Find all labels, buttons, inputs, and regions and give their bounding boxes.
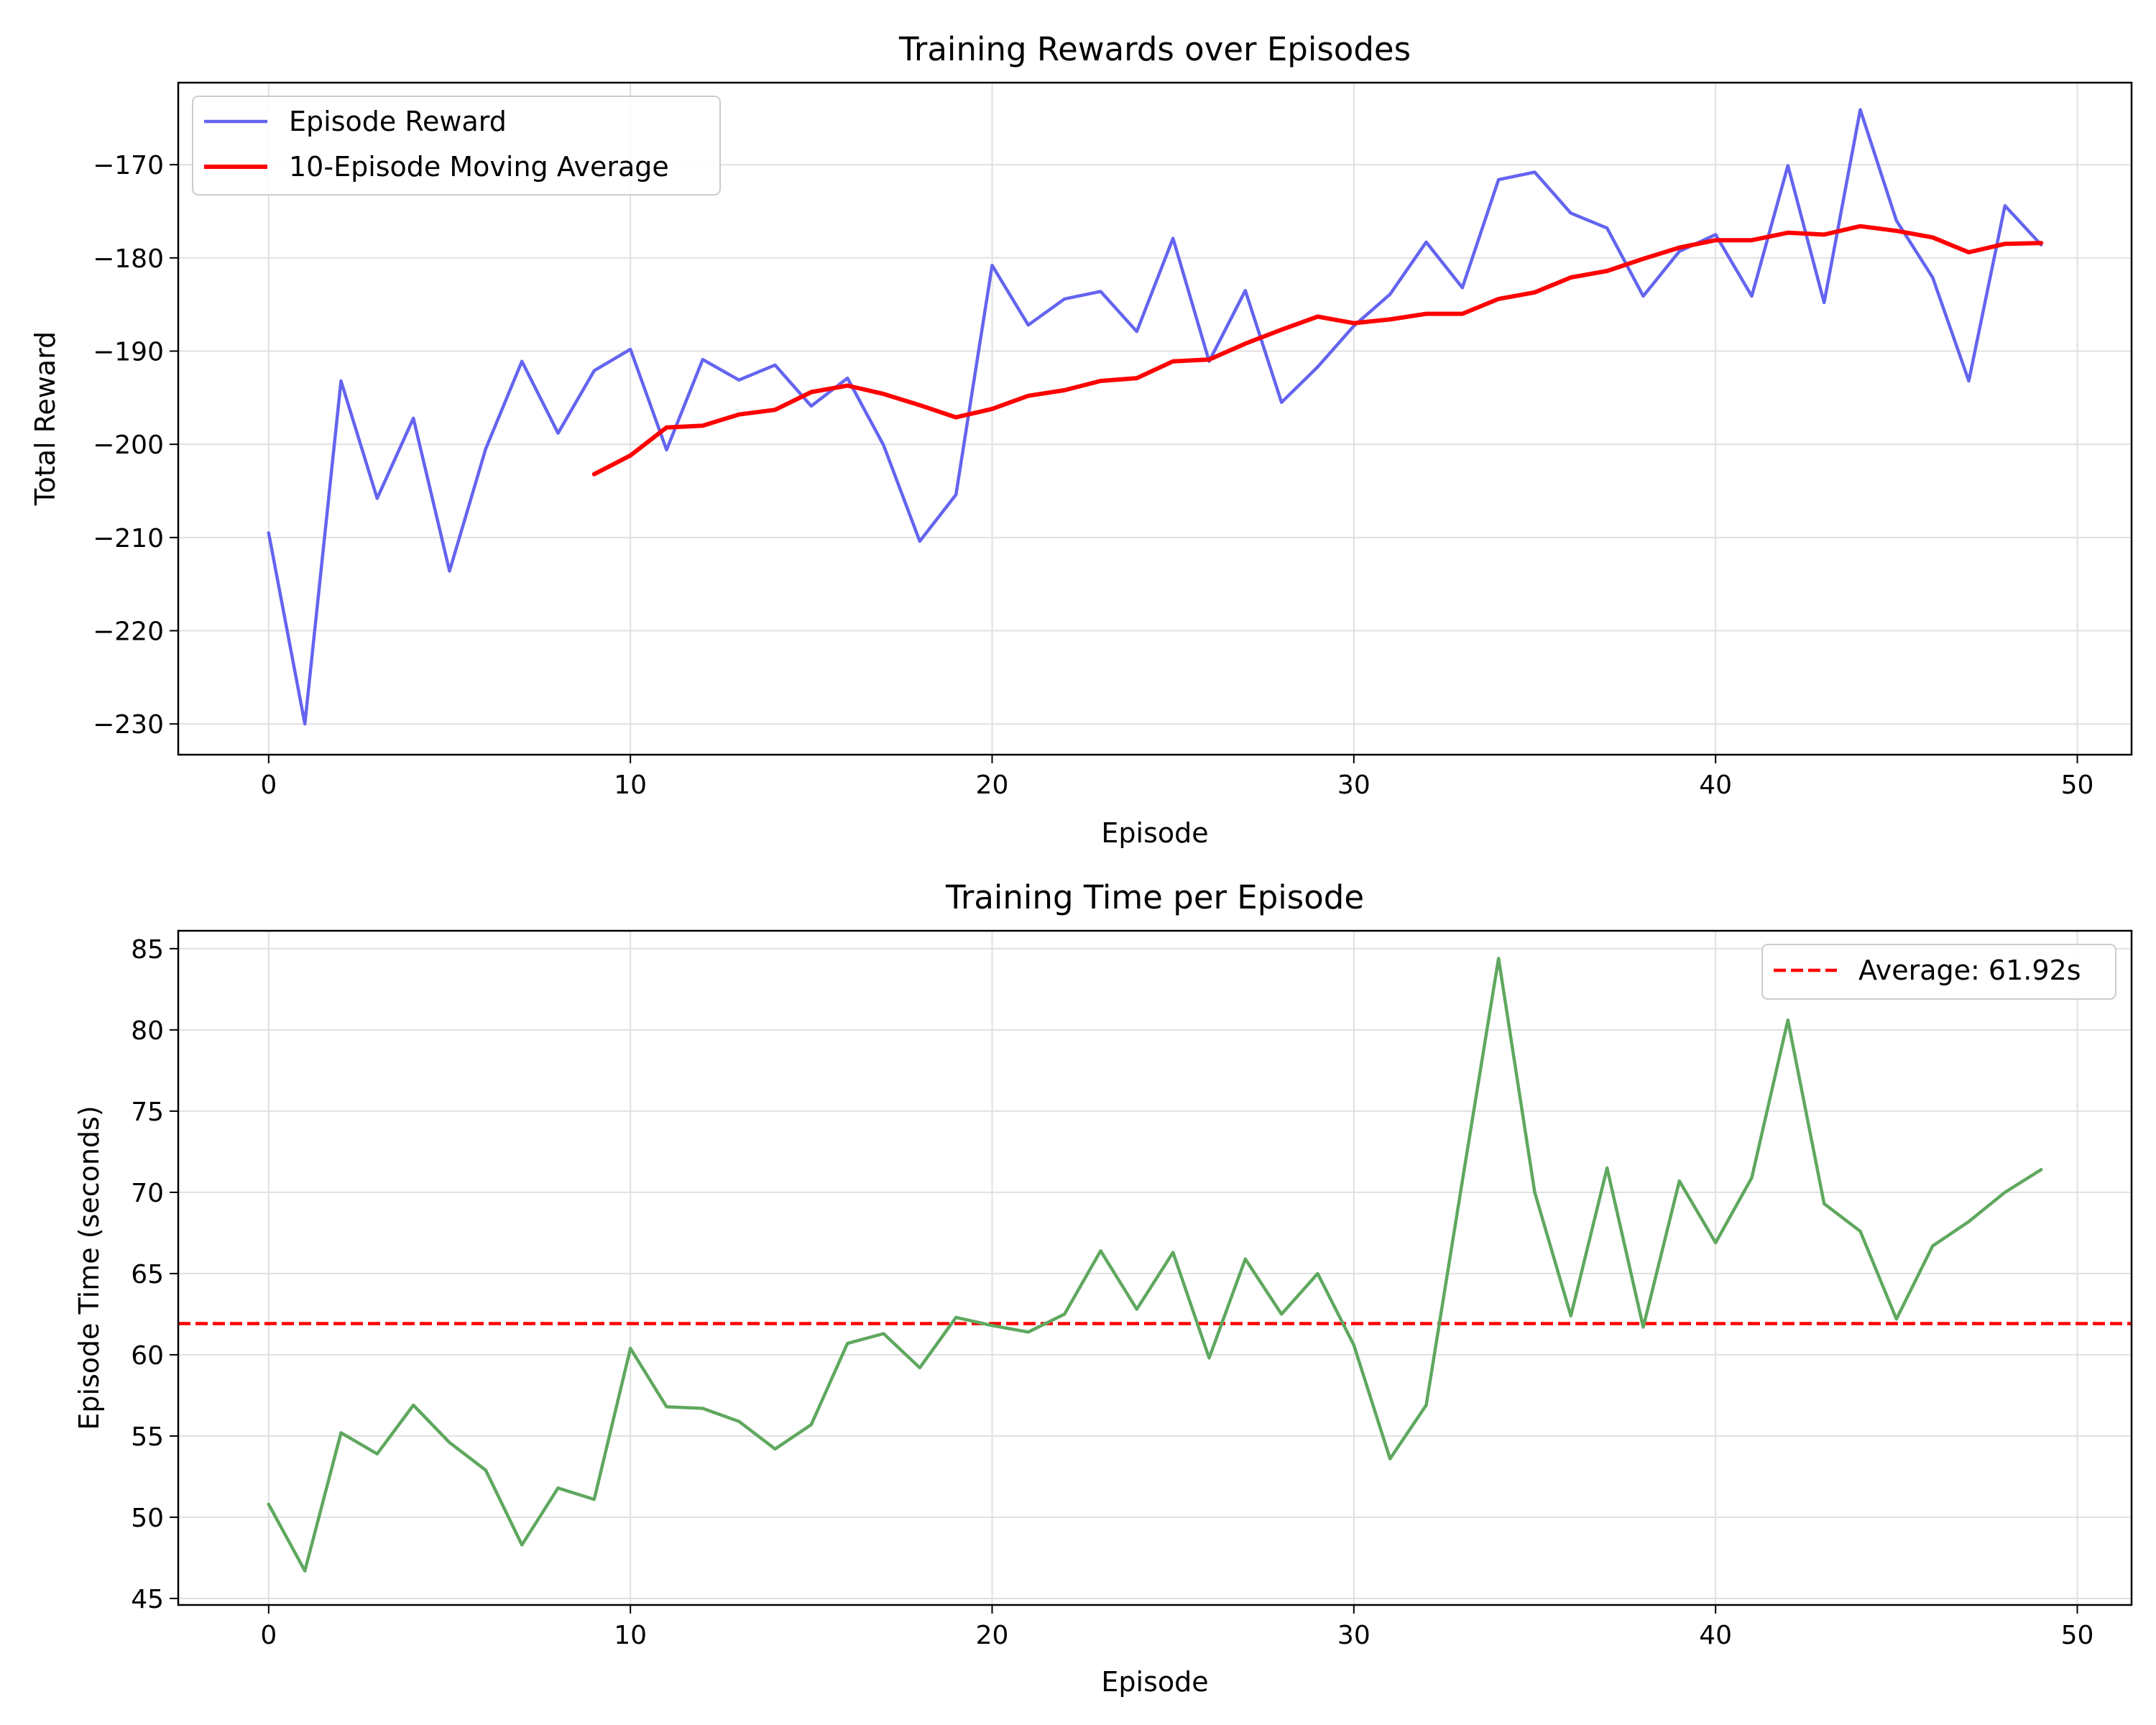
rewards-grid [178, 83, 2132, 755]
time-y-tick-label-0: 45 [131, 1585, 164, 1614]
time-y-tick-label-8: 85 [131, 935, 164, 965]
rewards-x-tick-label-20: 20 [976, 770, 1009, 800]
rewards-x-tick-label-10: 10 [614, 770, 647, 800]
rewards-x-ticks: 0 10 20 30 40 50 [260, 755, 2093, 800]
time-y-tick-label-5: 70 [131, 1179, 164, 1208]
time-y-tick-label-7: 80 [131, 1016, 164, 1046]
time-chart-title: Training Time per Episode [945, 878, 1364, 916]
rewards-legend-box [192, 96, 721, 196]
time-y-tick-label-2: 55 [131, 1422, 164, 1452]
time-y-axis-label: Episode Time (seconds) [73, 1105, 105, 1430]
episode-time-line [267, 957, 2043, 1573]
rewards-x-tick-label-50: 50 [2061, 770, 2094, 800]
time-x-axis-label: Episode [1101, 1666, 1208, 1698]
time-x-tick-label-10: 10 [614, 1621, 647, 1650]
moving-average-line [591, 224, 2044, 477]
time-plot-area [178, 957, 2132, 1573]
rewards-y-tick-label-1: −220 [93, 617, 164, 647]
time-y-tick-label-3: 60 [131, 1341, 164, 1371]
rewards-x-tick-label-40: 40 [1699, 770, 1732, 800]
time-x-tick-label-20: 20 [976, 1621, 1009, 1650]
time-x-tick-label-0: 0 [260, 1621, 277, 1650]
rewards-chart-title: Training Rewards over Episodes [898, 30, 1411, 68]
legend-episode-reward-label: Episode Reward [289, 106, 507, 137]
time-x-tick-label-30: 30 [1337, 1621, 1370, 1650]
time-y-tick-label-1: 50 [131, 1504, 164, 1533]
legend-moving-average-label: 10-Episode Moving Average [289, 151, 669, 183]
rewards-y-axis-label: Total Reward [29, 331, 61, 506]
time-y-ticks: 45 50 55 60 65 70 75 80 85 [131, 935, 178, 1614]
rewards-axes-frame [177, 81, 2133, 756]
rewards-y-tick-label-0: −230 [93, 710, 164, 740]
legend-average-label: Average: 61.92s [1858, 954, 2081, 986]
rewards-y-tick-label-3: −200 [93, 431, 164, 460]
rewards-x-tick-label-30: 30 [1337, 770, 1370, 800]
rewards-chart: 0 10 20 30 40 50 −230 −220 −210 −200 −190 −180 −170… [29, 30, 2133, 849]
rewards-y-tick-label-5: −180 [93, 244, 164, 274]
rewards-legend: Episode Reward 10-Episode Moving Average [192, 96, 721, 196]
rewards-y-tick-label-6: −170 [93, 151, 164, 180]
time-legend-box [1761, 944, 2116, 1000]
rewards-y-tick-label-4: −190 [93, 337, 164, 367]
time-x-tick-label-40: 40 [1699, 1621, 1732, 1650]
time-y-tick-label-6: 75 [131, 1098, 164, 1127]
training-time-chart: 0 10 20 30 40 50 45 50 55 60 65 70 75 80 85 Training … [73, 878, 2133, 1698]
time-legend: Average: 61.92s [1761, 944, 2116, 1000]
rewards-x-tick-label-0: 0 [260, 770, 277, 800]
time-x-ticks: 0 10 20 30 40 50 [260, 1605, 2093, 1650]
rewards-y-ticks: −230 −220 −210 −200 −190 −180 −170 [93, 151, 178, 740]
rewards-x-axis-label: Episode [1101, 817, 1208, 849]
time-x-tick-label-50: 50 [2061, 1621, 2094, 1650]
rewards-plot-area [267, 108, 2044, 726]
episode-reward-line [267, 108, 2043, 726]
rewards-y-tick-label-2: −210 [93, 524, 164, 553]
time-y-tick-label-4: 65 [131, 1260, 164, 1289]
time-axes-frame [177, 929, 2133, 1606]
